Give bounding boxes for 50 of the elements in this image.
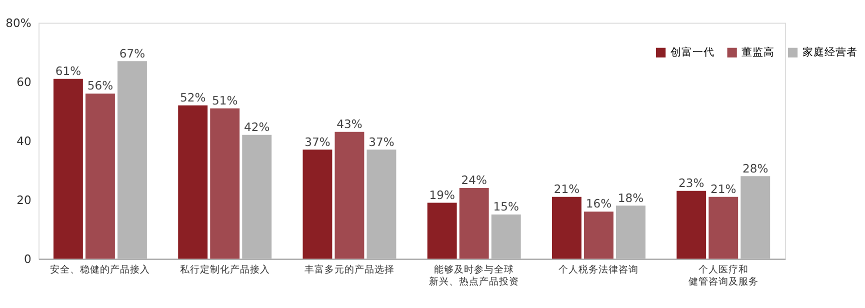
data-label: 67%: [119, 46, 146, 60]
x-tick-label: 私行定制化产品接入: [180, 264, 270, 276]
x-tick-label: 安全、稳健的产品接入: [50, 264, 150, 276]
bar: [53, 78, 83, 259]
bar: [210, 108, 240, 259]
data-label: 15%: [493, 200, 519, 214]
data-label: 51%: [212, 93, 238, 108]
legend-label: 董监高: [742, 46, 775, 59]
data-label: 19%: [429, 188, 455, 202]
bar: [584, 212, 614, 259]
data-label: 18%: [618, 190, 644, 205]
data-label: 21%: [554, 182, 580, 196]
data-label: 23%: [678, 176, 704, 190]
data-label: 28%: [742, 161, 768, 176]
data-label: 24%: [461, 173, 487, 188]
bar: [302, 150, 332, 259]
data-label: 16%: [586, 196, 612, 211]
bar: [334, 132, 364, 259]
bar: [178, 105, 208, 259]
bar: [616, 206, 646, 259]
y-tick-label: 20: [16, 193, 32, 208]
bar: [459, 188, 489, 259]
x-tick-label: 能够及时参与全球新兴、热点产品投资: [429, 264, 520, 288]
bar: [552, 196, 582, 259]
y-tick-label: 60: [16, 75, 32, 90]
bar: [85, 94, 115, 259]
bar: [366, 150, 396, 259]
legend-label: 家庭经营者: [802, 46, 858, 59]
y-tick-label: 0: [24, 252, 32, 266]
data-label: 56%: [87, 78, 114, 93]
y-tick-label: 80%: [6, 16, 32, 30]
y-tick-label: 40: [16, 134, 32, 148]
data-label: 42%: [244, 120, 270, 134]
x-tick-label: 个人税务法律咨询: [558, 264, 639, 276]
data-label: 43%: [336, 117, 362, 132]
data-label: 61%: [55, 64, 82, 78]
bar: [118, 61, 147, 259]
bar: [740, 176, 770, 259]
bar: [708, 196, 738, 259]
data-label: 37%: [304, 134, 330, 149]
x-tick-label: 个人医疗和健管咨询及服务: [688, 264, 758, 288]
data-label: 37%: [368, 134, 394, 149]
data-label: 52%: [180, 90, 206, 105]
bar: [676, 190, 706, 259]
bar: [491, 214, 521, 259]
legend-label: 创富一代: [670, 46, 714, 59]
x-tick-label: 丰富多元的产品选择: [304, 264, 394, 276]
bar: [242, 134, 272, 259]
bar: [427, 202, 457, 259]
data-label: 21%: [710, 182, 736, 196]
